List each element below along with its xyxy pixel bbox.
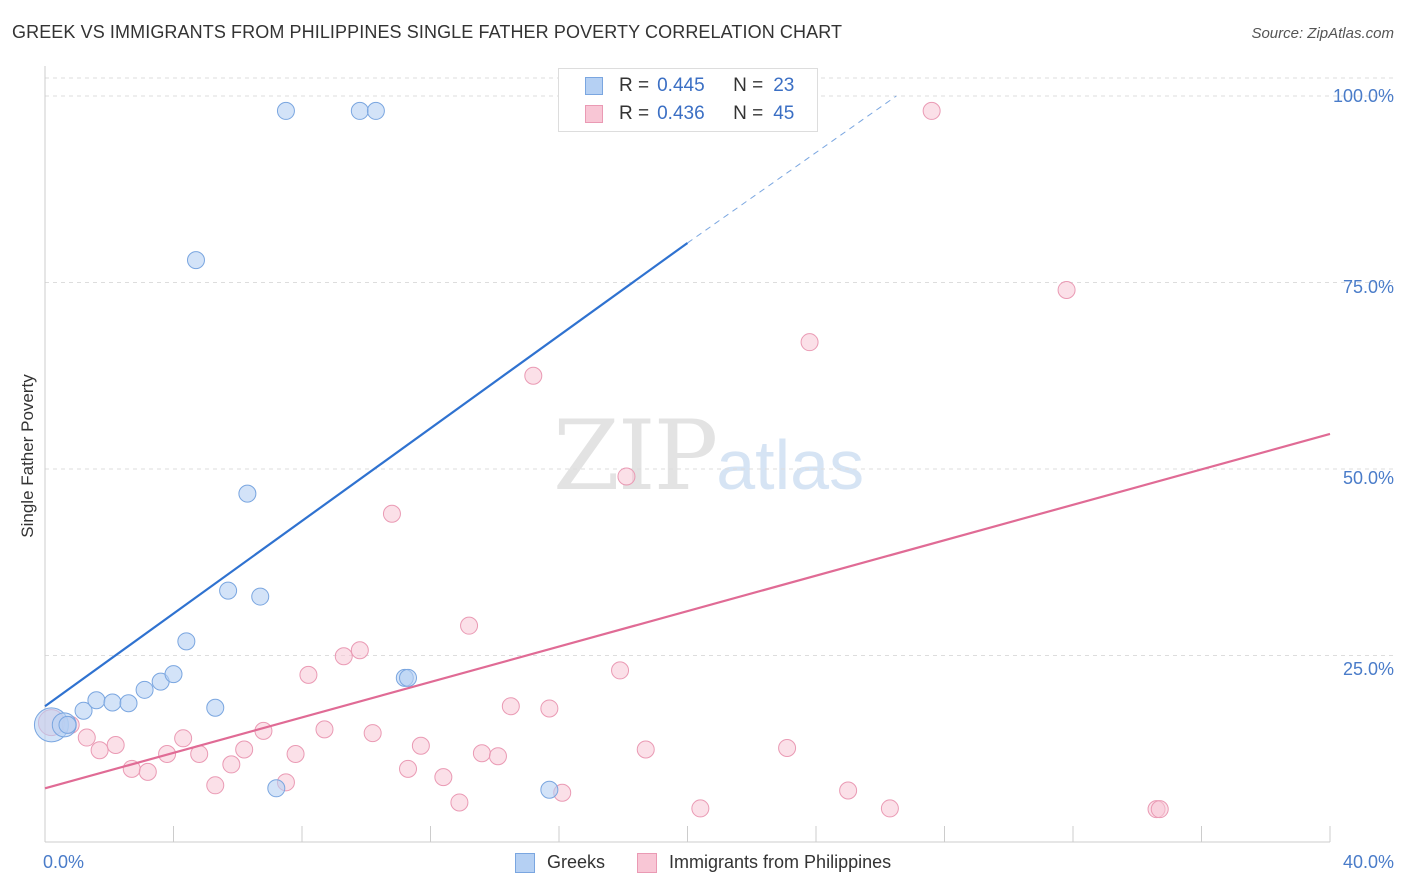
philippines-point <box>691 799 710 818</box>
x-tick-label-min: 0.0% <box>43 852 85 872</box>
greeks-point <box>119 694 138 713</box>
philippines-point <box>472 744 491 763</box>
x-tick-label-max: 40.0% <box>1342 852 1394 872</box>
philippines-point <box>399 759 418 778</box>
y-tick-label-75: 75.0% <box>1342 277 1394 297</box>
philippines-point <box>524 366 543 385</box>
philippines-point <box>778 739 797 758</box>
y-tick-label-100: 100.0% <box>1332 86 1394 106</box>
philippines-point <box>254 721 273 740</box>
philippines-point <box>411 736 430 755</box>
greeks-point <box>276 101 295 120</box>
n-label: N = <box>733 75 764 96</box>
greeks-swatch <box>585 77 603 95</box>
philippines-point <box>617 467 636 486</box>
greeks-point <box>350 101 369 120</box>
greeks-point <box>366 101 385 120</box>
philippines-point <box>382 504 401 523</box>
philippines-point <box>222 755 241 774</box>
greeks-point <box>103 693 122 712</box>
philippines-point <box>922 101 941 120</box>
greeks-point <box>58 715 77 734</box>
watermark-atlas: atlas <box>716 426 865 504</box>
philippines-point <box>488 747 507 766</box>
philippines-point <box>90 741 109 760</box>
watermark-zip: ZIP <box>553 400 718 512</box>
philippines-point <box>206 776 225 795</box>
legend-swatch-greeks <box>515 852 535 873</box>
greeks-point <box>267 779 286 798</box>
philippines-point <box>363 724 382 743</box>
greeks-point <box>238 484 257 503</box>
y-tick-label-25: 25.0% <box>1342 659 1394 679</box>
greeks-point <box>251 587 270 606</box>
r-label: R = <box>619 75 650 96</box>
philippines-point <box>540 699 559 718</box>
philippines-point <box>299 665 318 684</box>
correlation-stats-box: R = 0.445 N = 23 R = 0.436 N = 45 <box>558 68 818 132</box>
greeks-point <box>206 698 225 717</box>
philippines-point <box>1150 800 1169 819</box>
philippines-point <box>636 740 655 759</box>
chart-legend: Greeks Immigrants from Philippines <box>515 852 923 873</box>
greeks-point <box>399 668 418 687</box>
greeks-point <box>74 701 93 720</box>
philippines-point <box>839 781 858 800</box>
watermark: ZIPatlas <box>553 400 864 512</box>
philippines-point <box>501 697 520 716</box>
philippines-point <box>286 744 305 763</box>
legend-item-greeks[interactable]: Greeks <box>515 852 605 873</box>
philippines-point <box>611 661 630 680</box>
n-value: 45 <box>773 103 795 124</box>
philippines-point <box>334 647 353 666</box>
greeks-point <box>87 691 106 710</box>
greeks-trendline-extension <box>687 95 897 244</box>
philippines-point <box>77 728 96 747</box>
philippines-point <box>106 736 125 755</box>
legend-label-philippines: Immigrants from Philippines <box>669 852 892 872</box>
philippines-point <box>315 720 334 739</box>
y-tick-label-50: 50.0% <box>1342 468 1394 488</box>
philippines-point <box>1057 280 1076 299</box>
r-label: R = <box>619 103 650 124</box>
n-label: N = <box>733 103 764 124</box>
stats-row-philippines: R = 0.436 N = 45 <box>585 100 794 128</box>
philippines-point <box>800 333 819 352</box>
source-credit: Source: ZipAtlas.com <box>1251 25 1394 42</box>
r-value: 0.445 <box>657 75 705 96</box>
philippines-point <box>174 729 193 748</box>
chart-title: GREEK VS IMMIGRANTS FROM PHILIPPINES SIN… <box>12 22 843 42</box>
greeks-point <box>186 251 205 270</box>
n-value: 23 <box>773 75 795 96</box>
philippines-point <box>450 793 469 812</box>
philippines-point <box>434 768 453 787</box>
greeks-point <box>177 632 196 651</box>
philippines-point <box>460 616 479 635</box>
philippines-point <box>138 762 157 781</box>
greeks-trendline <box>44 242 689 708</box>
greeks-point <box>164 665 183 684</box>
philippines-trendline <box>44 432 1331 790</box>
greeks-point <box>540 780 559 799</box>
greeks-point <box>219 581 238 600</box>
r-value: 0.436 <box>657 103 705 124</box>
philippines-point <box>235 740 254 759</box>
legend-item-philippines[interactable]: Immigrants from Philippines <box>637 852 891 873</box>
stats-row-greeks: R = 0.445 N = 23 <box>585 72 794 100</box>
legend-label-greeks: Greeks <box>547 852 606 872</box>
philippines-point <box>350 641 369 660</box>
philippines-point <box>880 799 899 818</box>
greeks-point <box>135 680 154 699</box>
philippines-swatch <box>585 105 603 123</box>
y-axis-label: Single Father Poverty <box>18 374 37 538</box>
legend-swatch-philippines <box>637 852 658 873</box>
